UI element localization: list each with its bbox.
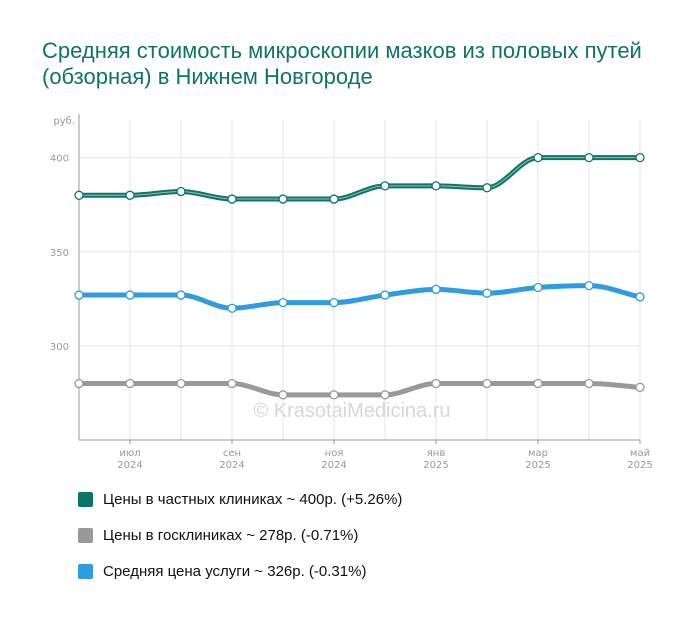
data-point bbox=[176, 186, 186, 197]
x-tick-label-month: июл bbox=[119, 448, 140, 459]
data-point bbox=[380, 181, 390, 191]
data-point bbox=[227, 378, 237, 389]
x-tick-label-year: 2025 bbox=[423, 460, 448, 471]
legend-label-public: Цены в госклиниках ~ 278р. (-0.71%) bbox=[103, 526, 359, 544]
watermark-text: © KrasotaiMedicina.ru bbox=[253, 400, 450, 422]
data-point bbox=[227, 303, 237, 313]
data-point bbox=[227, 194, 237, 204]
chart-points bbox=[74, 152, 645, 400]
data-point bbox=[74, 378, 84, 389]
data-point bbox=[635, 382, 645, 392]
data-point bbox=[482, 183, 492, 193]
legend-swatch-private bbox=[78, 491, 93, 507]
data-point bbox=[533, 282, 543, 293]
chart-title: Средняя стоимость микроскопии мазков из … bbox=[42, 38, 642, 89]
x-tick-label-year: 2024 bbox=[321, 460, 346, 471]
data-point bbox=[482, 378, 492, 389]
line-chart: © KrasotaiMedicina.ru 300350400руб.июл20… bbox=[50, 114, 653, 471]
legend-item-private: Цены в частных клиниках ~ 400р. (+5.26%) bbox=[78, 490, 402, 508]
legend-label-average: Средняя цена услуги ~ 326р. (-0.31%) bbox=[103, 562, 367, 580]
y-tick-label: 350 bbox=[50, 248, 69, 259]
data-point bbox=[329, 297, 339, 308]
x-tick-label-year: 2025 bbox=[627, 460, 652, 471]
data-point bbox=[329, 194, 339, 204]
legend-item-average: Средняя цена услуги ~ 326р. (-0.31%) bbox=[78, 562, 402, 580]
x-tick-label-year: 2024 bbox=[219, 460, 244, 471]
y-tick-label: 300 bbox=[50, 342, 69, 353]
chart-grid bbox=[78, 120, 641, 440]
y-tick-label: 400 bbox=[50, 154, 69, 165]
x-tick-label-month: сен bbox=[223, 448, 241, 459]
legend-swatch-average bbox=[78, 563, 93, 579]
data-point bbox=[278, 297, 288, 308]
series-line-2 bbox=[76, 381, 643, 398]
data-point bbox=[278, 194, 288, 204]
data-point bbox=[176, 378, 186, 389]
x-tick-label-year: 2024 bbox=[117, 460, 142, 471]
data-point bbox=[329, 390, 339, 400]
data-point bbox=[431, 181, 441, 191]
data-point bbox=[380, 390, 390, 400]
data-point bbox=[533, 152, 543, 163]
data-point bbox=[176, 290, 186, 300]
legend-swatch-public bbox=[78, 527, 93, 543]
data-point bbox=[380, 290, 390, 300]
data-point bbox=[125, 190, 135, 200]
data-point bbox=[584, 152, 594, 163]
data-point bbox=[74, 290, 84, 300]
data-point bbox=[431, 378, 441, 389]
y-axis-label: руб. bbox=[53, 116, 75, 127]
x-tick-label-month: янв bbox=[427, 448, 446, 459]
data-point bbox=[635, 292, 645, 302]
data-point bbox=[584, 280, 594, 291]
chart-series bbox=[76, 155, 643, 398]
legend-label-private: Цены в частных клиниках ~ 400р. (+5.26%) bbox=[103, 490, 403, 508]
series-line-highlight-0 bbox=[79, 157, 640, 200]
chart-legend: Цены в частных клиниках ~ 400р. (+5.26%)… bbox=[78, 490, 402, 598]
series-line-1 bbox=[76, 283, 643, 311]
data-point bbox=[125, 378, 135, 389]
data-point bbox=[482, 288, 492, 298]
x-tick-label-month: май bbox=[630, 448, 650, 459]
data-point bbox=[533, 378, 543, 389]
data-point bbox=[125, 290, 135, 300]
data-point bbox=[74, 190, 84, 200]
x-tick-label-month: мар bbox=[528, 448, 548, 459]
x-tick-label-year: 2025 bbox=[525, 460, 550, 471]
x-tick-label-month: ноя bbox=[325, 448, 344, 459]
data-point bbox=[431, 284, 441, 295]
legend-item-public: Цены в госклиниках ~ 278р. (-0.71%) bbox=[78, 526, 402, 544]
data-point bbox=[635, 152, 645, 163]
data-point bbox=[278, 390, 288, 400]
data-point bbox=[584, 378, 594, 389]
